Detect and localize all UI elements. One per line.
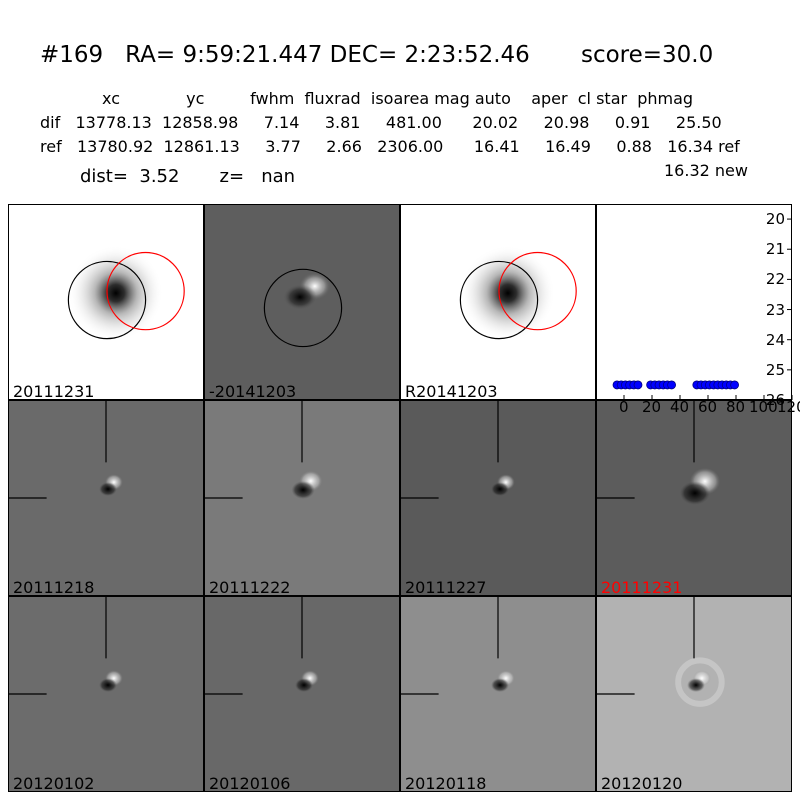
panel-date-label: 20111227 bbox=[405, 578, 487, 596]
epoch-panel-4: 20111231 bbox=[596, 400, 792, 596]
y-tick-label: 25 bbox=[765, 360, 785, 379]
page-title: #169 RA= 9:59:21.447 DEC= 2:23:52.46 sco… bbox=[40, 42, 714, 68]
x-tick-label: 120 bbox=[777, 398, 800, 416]
epoch-panel-6-image bbox=[205, 597, 319, 695]
dif-row: dif 13778.13 12858.98 7.14 3.81 481.00 2… bbox=[40, 113, 722, 132]
epoch-panel-2: 20111222 bbox=[204, 400, 400, 596]
x-tick-label: 100 bbox=[749, 398, 778, 416]
panel-date-label: -20141203 bbox=[209, 382, 297, 400]
magnitude-plot-svg bbox=[612, 218, 793, 401]
cutout-panel-3-image bbox=[459, 245, 577, 341]
data-point bbox=[633, 380, 643, 390]
cutout-panel-3: R20141203 bbox=[400, 204, 596, 400]
ref-row: ref 13780.92 12861.13 3.77 2.66 2306.00 … bbox=[40, 137, 740, 156]
epoch-panel-3: 20111227 bbox=[400, 400, 596, 596]
epoch-panel-5: 20120102 bbox=[8, 596, 204, 792]
y-tick-label: 22 bbox=[765, 270, 785, 289]
dist-line: dist= 3.52 z= nan bbox=[80, 166, 296, 187]
y-tick-label: 21 bbox=[765, 240, 785, 259]
x-tick-label: 0 bbox=[619, 398, 629, 416]
cutout-panel-2: -20141203 bbox=[204, 204, 400, 400]
epoch-panel-6: 20120106 bbox=[204, 596, 400, 792]
x-tick-label: 20 bbox=[642, 398, 662, 416]
panel-date-label: 20111231 bbox=[601, 578, 683, 596]
panel-date-label: R20141203 bbox=[405, 382, 498, 400]
epoch-panel-1-image bbox=[9, 401, 123, 499]
epoch-panel-2-image bbox=[205, 401, 323, 499]
y-tick-label: 20 bbox=[765, 210, 785, 229]
y-tick-label: 23 bbox=[765, 300, 785, 319]
cutout-panel-2-image bbox=[263, 268, 343, 348]
x-tick-label: 80 bbox=[726, 398, 746, 416]
data-point bbox=[730, 380, 740, 390]
epoch-panel-1: 20111218 bbox=[8, 400, 204, 596]
x-tick-label: 40 bbox=[670, 398, 690, 416]
x-tick-label: 60 bbox=[698, 398, 718, 416]
new-mag-line: 16.32 new bbox=[664, 161, 748, 180]
panel-date-label: 20111218 bbox=[13, 578, 95, 596]
epoch-panel-5-image bbox=[9, 597, 123, 695]
epoch-panel-8: 20120120 bbox=[596, 596, 792, 792]
column-headers: xc yc fwhm fluxrad isoarea mag auto aper… bbox=[102, 89, 694, 108]
panel-date-label: 20120120 bbox=[601, 774, 683, 792]
panel-date-label: 20120102 bbox=[13, 774, 95, 792]
y-tick-label: 26 bbox=[765, 391, 785, 409]
data-point bbox=[667, 380, 676, 390]
epoch-panel-7: 20120118 bbox=[400, 596, 596, 792]
cutout-panel-1-image bbox=[67, 245, 185, 341]
epoch-panel-8-image bbox=[597, 597, 725, 707]
panel-date-label: 20120118 bbox=[405, 774, 487, 792]
panel-date-label: 20111231 bbox=[13, 382, 95, 400]
panel-date-label: 20111222 bbox=[209, 578, 291, 596]
panel-date-label: 20120106 bbox=[209, 774, 291, 792]
cutout-panel-1: 20111231 bbox=[8, 204, 204, 400]
epoch-panel-4-image bbox=[597, 401, 721, 505]
y-tick-label: 24 bbox=[765, 330, 785, 349]
magnitude-plot: 20 21 22 23 24 25 26 0 20 40 60 80100120 bbox=[596, 204, 800, 416]
epoch-panel-7-image bbox=[401, 597, 515, 695]
epoch-panel-3-image bbox=[401, 401, 515, 499]
